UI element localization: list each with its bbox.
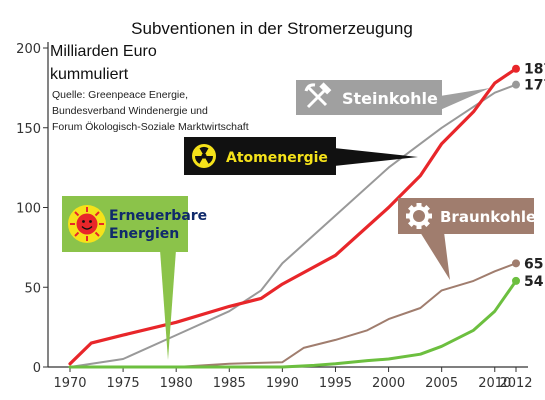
callout-atomenergie-pointer (334, 148, 418, 166)
y-axis-label-line2: kummuliert (50, 66, 129, 83)
series-line-steinkohle (69, 83, 517, 368)
callout-braunkohle-pointer (420, 232, 450, 280)
x-tick-label: 2010 (478, 376, 511, 391)
callout-steinkohle-label: Steinkohle (342, 89, 438, 108)
callout-atomenergie: Atomenergie (184, 137, 418, 175)
x-tick-label: 1995 (319, 376, 352, 391)
y-ticks: 0 50 100 150 200 (16, 42, 48, 376)
end-label-atomenergie: 187 (524, 62, 545, 78)
end-label-steinkohle: 177 (524, 78, 545, 94)
callout-braunkohle: Braunkohle (398, 198, 536, 280)
callout-erneuerbare-pointer (160, 250, 176, 360)
callout-erneuerbare-label-line2: Energien (109, 226, 179, 242)
series-endpoint-braunkohle (512, 259, 520, 268)
callout-erneuerbare-label-line1: Erneuerbare (109, 208, 207, 224)
x-tick-label: 1990 (266, 376, 299, 391)
series-endpoint-steinkohle (512, 80, 520, 89)
x-tick-label: 2005 (425, 376, 458, 391)
x-tick-label: 2012 (499, 376, 532, 391)
smiling-sun-icon (68, 205, 106, 243)
hammer-and-pick-icon (304, 82, 332, 109)
callout-steinkohle: Steinkohle (296, 80, 490, 115)
source-line-3: Forum Ökologisch-Soziale Marktwirtschaft (52, 121, 249, 133)
x-tick-label: 1975 (107, 376, 140, 391)
callout-atomenergie-label: Atomenergie (226, 150, 328, 166)
series-endpoint-atomenergie (512, 64, 520, 73)
gear-icon (406, 203, 432, 229)
x-tick-label: 1980 (160, 376, 193, 391)
series-line-braunkohle (69, 262, 517, 368)
series-lines (68, 64, 520, 369)
series-line-erneuerbare-energien (68, 279, 518, 369)
y-tick-label: 100 (16, 202, 41, 217)
x-tick-label: 1970 (53, 376, 86, 391)
x-tick-label: 1985 (213, 376, 246, 391)
end-label-braunkohle: 65 (524, 256, 543, 272)
y-tick-label: 0 (33, 361, 41, 376)
callout-erneuerbare: Erneuerbare Energien (62, 196, 207, 360)
chart-title: Subventionen in der Stromerzeugung (131, 19, 413, 38)
y-tick-label: 200 (16, 42, 41, 57)
source-line-1: Quelle: Greenpeace Energie, (52, 89, 188, 101)
callout-steinkohle-pointer (440, 88, 490, 110)
end-label-erneuerbare-energien: 54 (524, 274, 544, 290)
y-tick-label: 50 (24, 281, 41, 296)
y-tick-label: 150 (16, 122, 41, 137)
y-axis-label-line1: Milliarden Euro (50, 43, 157, 60)
radiation-icon (192, 144, 216, 168)
x-tick-label: 2000 (372, 376, 405, 391)
callout-braunkohle-label: Braunkohle (440, 208, 536, 226)
source-line-2: Bundesverband Windenergie und (52, 105, 208, 117)
series-endpoint-erneuerbare-energien (512, 276, 520, 285)
series-line-atomenergie (68, 67, 518, 366)
end-labels: 177187 65 54 (524, 62, 545, 290)
